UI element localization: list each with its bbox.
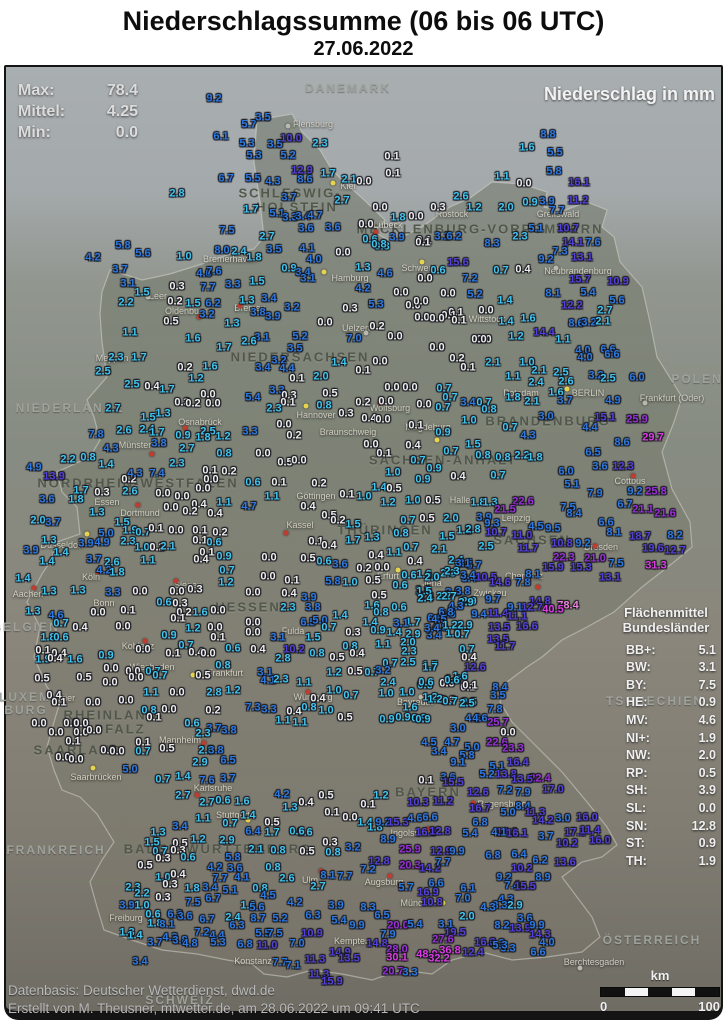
- stat-mittel-label: Mittel:: [18, 103, 66, 120]
- legend-row: MV: 4.6: [612, 711, 720, 729]
- legend-state-value: 1.9: [698, 730, 716, 745]
- legend-row: TH: 1.9: [612, 852, 720, 870]
- legend-row: HE: 0.9: [612, 694, 720, 712]
- scalebar-segment: [601, 988, 625, 996]
- legend-title-line1: Flächenmittel: [624, 605, 708, 620]
- unit-label: Niederschlag in mm: [543, 84, 715, 104]
- stat-min: Min: 0.0: [18, 124, 138, 142]
- legend-state-code: HE:: [626, 695, 648, 710]
- page-title: Niederschlagssumme (06 bis 06 UTC): [122, 6, 605, 36]
- legend-row: SN: 12.8: [612, 817, 720, 835]
- legend-state-value: 0.9: [698, 836, 716, 851]
- legend-row: SH: 3.9: [612, 782, 720, 800]
- legend-row: BW: 3.1: [612, 658, 720, 676]
- legend-state-code: SN:: [626, 818, 648, 833]
- legend-state-value: 5.1: [698, 642, 716, 657]
- scalebar-bar: [600, 987, 720, 997]
- stat-min-value: 0.0: [115, 124, 138, 141]
- scalebar-unit: km: [650, 968, 670, 983]
- scalebar: km 0 100: [600, 968, 720, 1014]
- legend-row: SL: 0.0: [612, 799, 720, 817]
- scalebar-start: 0: [600, 999, 608, 1014]
- legend-state-code: BW:: [626, 660, 651, 675]
- stat-max: Max: 78.4: [18, 82, 138, 100]
- legend-state-value: 4.6: [698, 713, 716, 728]
- legend-state-value: 12.8: [691, 818, 716, 833]
- legend-state-code: MV:: [626, 713, 649, 728]
- credits-line1: Datenbasis: Deutscher Wetterdienst, dwd.…: [8, 983, 275, 998]
- scalebar-segment: [695, 988, 719, 996]
- legend-state-code: NW:: [626, 748, 651, 763]
- scalebar-end: 100: [698, 999, 720, 1014]
- legend-state-code: SH:: [626, 783, 648, 798]
- flaechenmittel-legend: Flächenmittel Bundesländer BB+: 5.1 BW: 3.1…: [612, 605, 720, 870]
- legend-state-code: RP:: [626, 765, 648, 780]
- germany-outline-map: [26, 113, 693, 981]
- legend-row: BB+: 5.1: [612, 641, 720, 659]
- stats-box: Max: 78.4 Mittel: 4.25 Min: 0.0: [18, 82, 138, 145]
- germany-border: [26, 113, 693, 981]
- stat-max-value: 78.4: [106, 82, 138, 99]
- legend-title-line2: Bundesländer: [622, 619, 710, 635]
- legend-state-code: ST:: [626, 836, 645, 851]
- stat-mittel: Mittel: 4.25: [18, 103, 138, 121]
- stat-max-label: Max:: [18, 82, 55, 99]
- scalebar-segment: [624, 988, 649, 996]
- legend-state-value: 0.0: [698, 801, 716, 816]
- legend-state-code: BY:: [626, 677, 647, 692]
- page-date: 27.06.2022: [313, 38, 414, 60]
- scalebar-segment: [648, 988, 672, 996]
- legend-state-value: 2.0: [698, 748, 716, 763]
- stat-min-label: Min:: [18, 124, 51, 141]
- legend-state-value: 1.9: [698, 853, 716, 868]
- legend-state-value: 3.9: [698, 783, 716, 798]
- legend-state-value: 7.5: [698, 677, 716, 692]
- scalebar-segment: [671, 988, 696, 996]
- legend-state-code: TH:: [626, 853, 647, 868]
- legend-rows: BB+: 5.1 BW: 3.1 BY: 7.5 HE: 0.9 MV: 4.6 NI+: 1.9 NW…: [612, 641, 720, 870]
- stat-mittel-value: 4.25: [106, 103, 138, 120]
- legend-state-value: 0.5: [698, 765, 716, 780]
- legend-row: BY: 7.5: [612, 676, 720, 694]
- precipitation-map: [4, 65, 723, 1020]
- legend-row: RP: 0.5: [612, 764, 720, 782]
- credits: Datenbasis: Deutscher Wetterdienst, dwd.…: [8, 982, 420, 1017]
- legend-state-value: 0.9: [698, 695, 716, 710]
- legend-row: NW: 2.0: [612, 746, 720, 764]
- legend-state-code: NI+:: [626, 730, 650, 745]
- legend-state-code: BB+:: [626, 642, 656, 657]
- legend-state-code: SL:: [626, 801, 647, 816]
- legend-row: ST: 0.9: [612, 834, 720, 852]
- credits-line2: Erstellt von M. Theusner, mtwetter.de, a…: [8, 1000, 420, 1016]
- legend-state-value: 3.1: [698, 660, 716, 675]
- legend-row: NI+: 1.9: [612, 729, 720, 747]
